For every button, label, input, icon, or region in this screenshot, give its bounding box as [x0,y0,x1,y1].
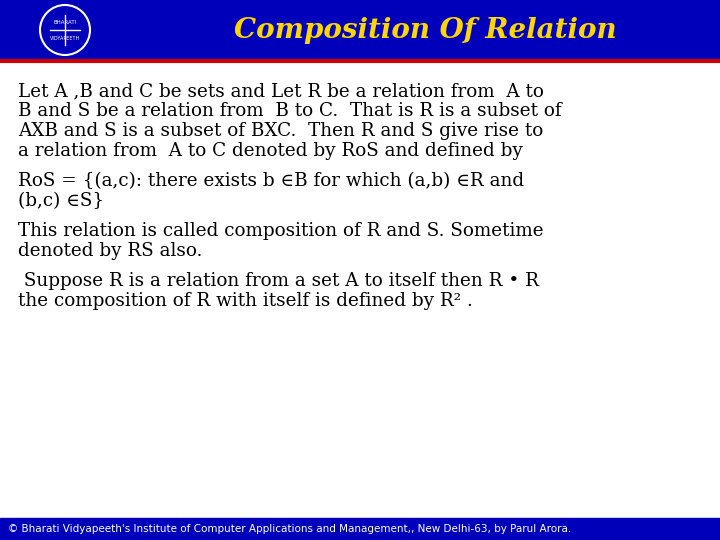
Text: a relation from  A to C denoted by RoS and defined by: a relation from A to C denoted by RoS an… [18,142,523,160]
Text: the composition of R with itself is defined by R² .: the composition of R with itself is defi… [18,292,473,310]
Text: BHARATI: BHARATI [53,19,76,24]
Text: (b,c) ∈S}: (b,c) ∈S} [18,192,104,210]
Text: This relation is called composition of R and S. Sometime: This relation is called composition of R… [18,222,544,240]
Text: Suppose R is a relation from a set A to itself then R • R: Suppose R is a relation from a set A to … [18,272,539,290]
Text: denoted by RS also.: denoted by RS also. [18,242,202,260]
Bar [0,518,720,540]
Bar [0,0,720,60]
Text: © Bharati Vidyapeeth's Institute of Computer Applications and Management,, New D: © Bharati Vidyapeeth's Institute of Comp… [8,524,571,534]
Text: Let A ,B and C be sets and Let R be a relation from  A to: Let A ,B and C be sets and Let R be a re… [18,82,544,100]
Text: AXB and S is a subset of BXC.  Then R and S give rise to: AXB and S is a subset of BXC. Then R and… [18,122,544,140]
Text: Composition Of Relation: Composition Of Relation [234,17,616,44]
Text: VIDYAPEETH: VIDYAPEETH [50,36,80,40]
Text: RoS = {(a,c): there exists b ∈B for which (a,b) ∈R and: RoS = {(a,c): there exists b ∈B for whic… [18,172,524,190]
Text: B and S be a relation from  B to C.  That is R is a subset of: B and S be a relation from B to C. That … [18,102,562,120]
